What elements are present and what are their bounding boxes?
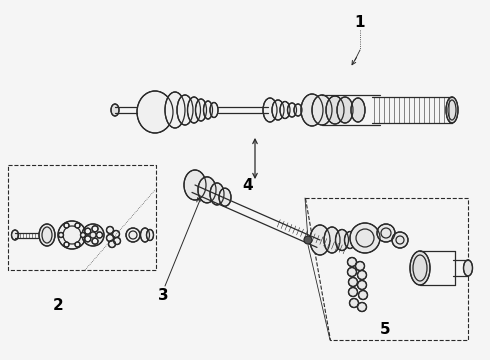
Ellipse shape — [272, 100, 284, 120]
Ellipse shape — [324, 227, 340, 253]
Circle shape — [92, 226, 98, 232]
Ellipse shape — [294, 104, 302, 116]
Ellipse shape — [301, 94, 323, 126]
Ellipse shape — [337, 97, 353, 123]
Text: 5: 5 — [380, 323, 391, 338]
Text: 3: 3 — [158, 288, 168, 302]
Circle shape — [347, 257, 357, 266]
Ellipse shape — [184, 170, 206, 200]
Circle shape — [359, 291, 368, 300]
Ellipse shape — [147, 230, 153, 240]
Circle shape — [75, 223, 80, 228]
Ellipse shape — [188, 97, 200, 123]
Ellipse shape — [344, 231, 356, 248]
Ellipse shape — [137, 91, 173, 133]
Ellipse shape — [196, 99, 206, 121]
Circle shape — [85, 228, 91, 234]
Circle shape — [350, 223, 380, 253]
Text: 1: 1 — [355, 14, 365, 30]
Circle shape — [80, 233, 85, 238]
Ellipse shape — [203, 101, 213, 119]
Circle shape — [349, 298, 359, 307]
Circle shape — [58, 221, 86, 249]
Ellipse shape — [210, 103, 218, 117]
Ellipse shape — [351, 98, 365, 122]
Circle shape — [64, 223, 69, 228]
Ellipse shape — [263, 98, 277, 122]
Ellipse shape — [141, 228, 149, 242]
Circle shape — [348, 278, 358, 287]
Circle shape — [358, 270, 367, 279]
Circle shape — [348, 288, 358, 297]
Ellipse shape — [336, 230, 348, 251]
Text: 2: 2 — [52, 297, 63, 312]
Circle shape — [126, 228, 140, 242]
Circle shape — [356, 261, 365, 270]
Circle shape — [85, 236, 91, 242]
Circle shape — [113, 230, 120, 238]
Ellipse shape — [326, 96, 344, 124]
Circle shape — [304, 236, 312, 244]
Ellipse shape — [198, 177, 216, 203]
Ellipse shape — [111, 104, 119, 116]
Ellipse shape — [165, 92, 185, 128]
Ellipse shape — [219, 188, 231, 206]
Circle shape — [92, 238, 98, 244]
Ellipse shape — [177, 95, 193, 125]
Ellipse shape — [39, 224, 55, 246]
Bar — [8, 165, 156, 270]
Circle shape — [58, 233, 64, 238]
Ellipse shape — [312, 95, 332, 125]
Circle shape — [82, 224, 104, 246]
Circle shape — [358, 280, 367, 289]
Circle shape — [347, 267, 357, 276]
Ellipse shape — [288, 103, 296, 117]
Ellipse shape — [446, 97, 458, 123]
Circle shape — [97, 232, 102, 238]
Circle shape — [106, 234, 114, 242]
Ellipse shape — [464, 260, 472, 276]
Ellipse shape — [310, 225, 330, 255]
Polygon shape — [305, 198, 468, 340]
Ellipse shape — [11, 230, 19, 240]
Ellipse shape — [280, 102, 290, 118]
Circle shape — [392, 232, 408, 248]
Ellipse shape — [210, 183, 224, 205]
Circle shape — [106, 226, 114, 234]
Circle shape — [358, 302, 367, 311]
Ellipse shape — [410, 251, 430, 285]
Circle shape — [108, 240, 116, 248]
Circle shape — [75, 242, 80, 247]
Circle shape — [64, 242, 69, 247]
Circle shape — [114, 238, 121, 244]
Text: 4: 4 — [243, 177, 253, 193]
Circle shape — [377, 224, 395, 242]
